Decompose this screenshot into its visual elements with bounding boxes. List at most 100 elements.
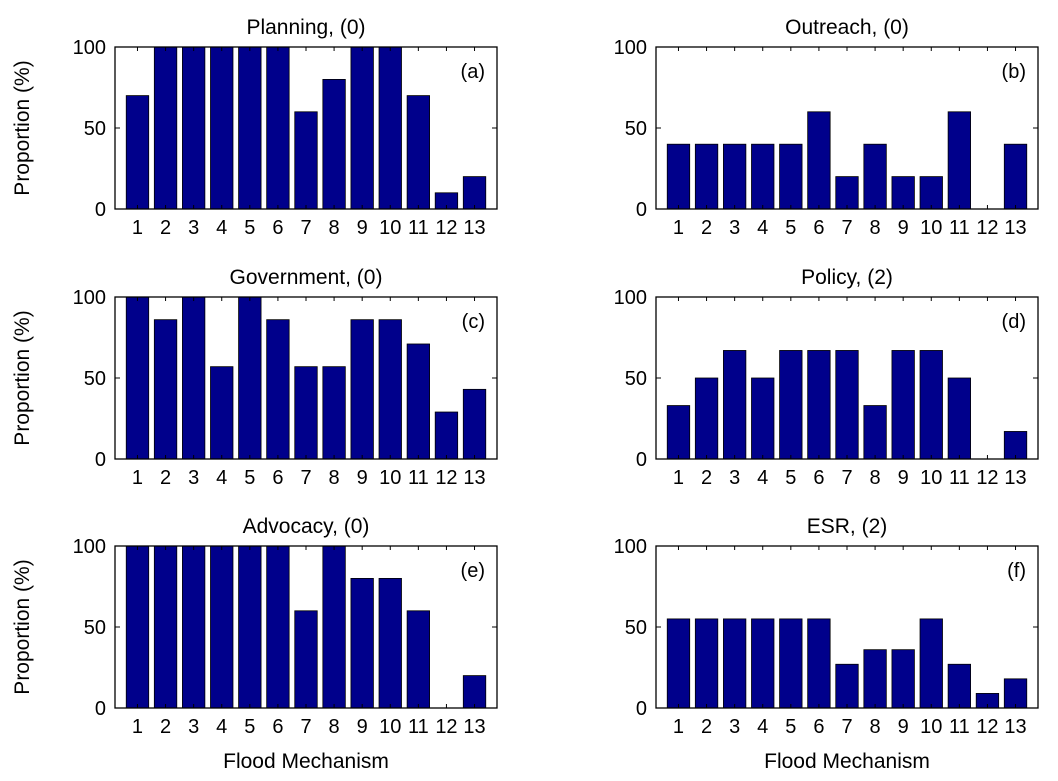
x-tick-label: 5 bbox=[785, 467, 796, 489]
bar-3 bbox=[182, 545, 206, 709]
x-tick-label: 9 bbox=[898, 217, 909, 239]
panel-title: ESR, (2) bbox=[807, 515, 888, 538]
panel-letter-label: (f) bbox=[1007, 560, 1026, 582]
bar-9 bbox=[891, 176, 915, 210]
x-tick-label: 2 bbox=[701, 716, 712, 738]
bar-11 bbox=[406, 343, 430, 460]
bar-6 bbox=[266, 46, 290, 210]
x-tick-label: 6 bbox=[813, 716, 824, 738]
x-tick-label: 2 bbox=[701, 467, 712, 489]
y-tick-label: 50 bbox=[84, 118, 106, 140]
bar-9 bbox=[891, 649, 915, 709]
y-tick-label: 100 bbox=[73, 536, 106, 558]
y-tick-label: 50 bbox=[625, 118, 647, 140]
x-tick-label: 7 bbox=[300, 716, 311, 738]
x-tick-label: 8 bbox=[870, 217, 881, 239]
x-tick-label: 2 bbox=[160, 217, 171, 239]
bar-13 bbox=[1003, 678, 1028, 709]
bar-6 bbox=[266, 545, 290, 709]
x-tick-label: 4 bbox=[757, 467, 768, 489]
bar-5 bbox=[779, 143, 803, 210]
bar-6 bbox=[807, 111, 831, 210]
x-tick-label: 7 bbox=[841, 716, 852, 738]
y-tick-label: 100 bbox=[614, 37, 647, 59]
bar-1 bbox=[125, 296, 150, 460]
x-tick-label: 11 bbox=[408, 467, 429, 489]
bar-8 bbox=[863, 405, 887, 460]
x-tick-label: 1 bbox=[132, 716, 143, 738]
x-tick-label: 6 bbox=[272, 467, 283, 489]
x-tick-label: 2 bbox=[701, 217, 712, 239]
bar-10 bbox=[378, 46, 402, 210]
x-tick-label: 4 bbox=[757, 716, 768, 738]
x-axis-label: Flood Mechanism bbox=[223, 750, 389, 773]
bar-3 bbox=[723, 143, 747, 210]
bar-2 bbox=[153, 319, 178, 460]
x-tick-label: 9 bbox=[898, 716, 909, 738]
x-tick-label: 3 bbox=[729, 217, 740, 239]
x-tick-label: 13 bbox=[463, 217, 485, 239]
bar-8 bbox=[322, 545, 346, 709]
bar-13 bbox=[462, 176, 487, 210]
bar-10 bbox=[919, 618, 943, 709]
x-tick-label: 10 bbox=[379, 467, 401, 489]
bar-3 bbox=[723, 618, 747, 709]
bar-4 bbox=[210, 46, 234, 210]
x-tick-label: 4 bbox=[216, 217, 227, 239]
panel-title: Advocacy, (0) bbox=[243, 515, 370, 538]
x-tick-label: 11 bbox=[949, 716, 970, 738]
bar-4 bbox=[751, 143, 775, 210]
x-tick-label: 10 bbox=[920, 716, 942, 738]
bar-3 bbox=[182, 296, 206, 460]
bar-2 bbox=[153, 46, 178, 210]
bar-1 bbox=[666, 618, 691, 709]
y-tick-label: 0 bbox=[636, 199, 647, 221]
x-tick-label: 8 bbox=[870, 716, 881, 738]
bar-1 bbox=[666, 143, 691, 210]
x-tick-label: 13 bbox=[1004, 716, 1026, 738]
x-tick-label: 11 bbox=[408, 716, 429, 738]
bar-10 bbox=[378, 578, 402, 709]
y-tick-label: 50 bbox=[625, 617, 647, 639]
x-tick-label: 9 bbox=[898, 467, 909, 489]
x-tick-label: 7 bbox=[300, 217, 311, 239]
bar-8 bbox=[322, 79, 346, 210]
y-tick-label: 50 bbox=[625, 368, 647, 390]
bar-11 bbox=[406, 610, 430, 709]
x-tick-label: 6 bbox=[813, 467, 824, 489]
bar-3 bbox=[182, 46, 206, 210]
x-tick-label: 8 bbox=[870, 467, 881, 489]
x-tick-label: 1 bbox=[673, 716, 684, 738]
x-axis-label: Flood Mechanism bbox=[764, 750, 930, 773]
bar-4 bbox=[751, 618, 775, 709]
bar-8 bbox=[863, 649, 887, 709]
y-tick-label: 0 bbox=[636, 449, 647, 471]
bar-5 bbox=[238, 545, 262, 709]
x-tick-label: 13 bbox=[1004, 217, 1026, 239]
bar-8 bbox=[863, 143, 887, 210]
x-tick-label: 11 bbox=[408, 217, 429, 239]
x-tick-label: 2 bbox=[160, 467, 171, 489]
bar-11 bbox=[406, 95, 430, 210]
bar-7 bbox=[835, 663, 859, 709]
panel-letter-label: (e) bbox=[461, 560, 485, 582]
panel-title: Policy, (2) bbox=[801, 266, 893, 289]
x-tick-label: 6 bbox=[272, 217, 283, 239]
y-tick-label: 0 bbox=[95, 698, 106, 720]
y-tick-label: 0 bbox=[636, 698, 647, 720]
bar-5 bbox=[779, 350, 803, 460]
bar-7 bbox=[835, 350, 859, 460]
bar-4 bbox=[210, 545, 234, 709]
bar-10 bbox=[378, 319, 402, 460]
x-tick-label: 12 bbox=[435, 716, 457, 738]
bar-6 bbox=[807, 350, 831, 460]
x-tick-label: 7 bbox=[300, 467, 311, 489]
x-tick-label: 6 bbox=[813, 217, 824, 239]
bar-11 bbox=[947, 663, 971, 709]
bar-5 bbox=[779, 618, 803, 709]
